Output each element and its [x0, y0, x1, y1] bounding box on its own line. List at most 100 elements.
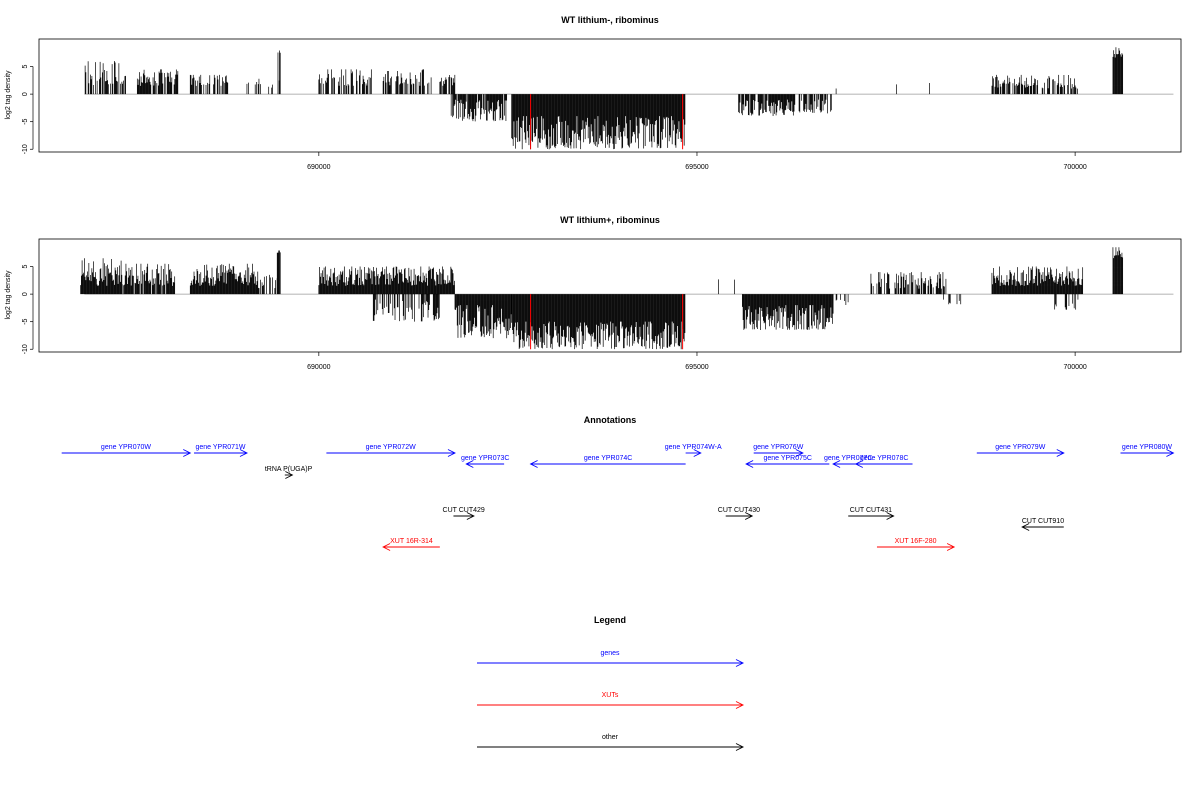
coverage-panel-lithium-minus: WT lithium-, ribominus log2 tag density … [5, 15, 1182, 171]
x-tick-label: 695000 [685, 164, 708, 171]
x-tick-label: 700000 [1063, 164, 1086, 171]
annotation-feature: gene YPR071W [194, 444, 248, 457]
feature-arrow-arrowhead [886, 512, 895, 520]
y-tick-label: -10 [22, 144, 29, 154]
y-axis: -10 -5 0 5 [22, 265, 34, 354]
feature-label: gene YPR079W [995, 444, 1045, 451]
feature-label: CUT CUT429 [443, 507, 485, 514]
x-tick-label: 690000 [307, 364, 330, 371]
annotation-feature: gene YPR072W [326, 444, 456, 457]
feature-label: CUT CUT431 [850, 507, 892, 514]
y-axis-label: log2 tag density [5, 70, 12, 120]
annotation-feature: tRNA P(UGA)P [265, 466, 313, 479]
y-tick-label: 5 [22, 265, 29, 269]
coverage-bars [84, 47, 1124, 150]
highlight-lines [530, 294, 684, 350]
legend-items: genes XUTs other [477, 650, 745, 751]
annotations-track: Annotations gene YPR070W gene YPR071W gene… [61, 415, 1175, 551]
legend-label: XUTs [602, 692, 619, 699]
feature-arrow-arrowhead [382, 543, 391, 551]
feature-arrow-arrowhead [946, 543, 956, 551]
feature-arrow-arrowhead [466, 512, 475, 520]
feature-label: gene YPR074C [584, 455, 633, 462]
feature-arrow-arrowhead [693, 449, 702, 457]
coverage-bars [80, 247, 1124, 350]
feature-arrow-arrowhead [529, 460, 538, 468]
feature-label: gene YPR074W-A [665, 444, 722, 451]
feature-arrow-arrowhead [854, 460, 863, 468]
annotation-feature: gene YPR076W [753, 444, 804, 457]
plot-frame [38, 38, 1182, 153]
panel-title: WT lithium-, ribominus [561, 15, 659, 25]
annotation-feature: gene YPR075C [745, 455, 830, 468]
annotation-feature: gene YPR080W [1120, 444, 1175, 457]
feature-arrow-arrowhead [745, 460, 754, 468]
annotation-feature: XUT 16F-280 [876, 538, 956, 551]
annotation-feature: XUT 16R-314 [382, 538, 440, 551]
coverage-bar-series [84, 47, 1124, 150]
feature-label: XUT 16R-314 [390, 538, 433, 545]
feature-label: gene YPR080W [1122, 444, 1172, 451]
feature-label: gene YPR077C [824, 455, 873, 462]
annotation-feature: CUT CUT430 [718, 507, 760, 520]
feature-label: gene YPR072W [366, 444, 416, 451]
annotations-title: Annotations [584, 415, 637, 425]
feature-label: gene YPR071W [195, 444, 245, 451]
feature-label: CUT CUT430 [718, 507, 760, 514]
annotation-feature: gene YPR073C [461, 455, 510, 468]
panel-title: WT lithium+, ribominus [560, 215, 660, 225]
legend-item-gene: genes [477, 650, 745, 667]
legend-arrow-arrowhead [735, 659, 745, 667]
feature-label: gene YPR073C [461, 455, 510, 462]
annotation-feature: gene YPR074W-A [665, 444, 722, 457]
x-tick-label: 690000 [307, 164, 330, 171]
legend-arrow-arrowhead [735, 743, 745, 751]
feature-arrow-arrowhead [1166, 449, 1175, 457]
feature-arrow-arrowhead [795, 449, 804, 457]
feature-arrow-arrowhead [183, 449, 192, 457]
annotation-feature: gene YPR079W [976, 444, 1065, 457]
x-axis: 690000 695000 700000 [307, 152, 1087, 171]
plot-frame [38, 238, 1182, 353]
y-tick-label: 5 [22, 65, 29, 69]
annotation-feature: gene YPR070W [61, 444, 192, 457]
annotation-feature: CUT CUT431 [848, 507, 895, 520]
feature-arrow-arrowhead [1056, 449, 1065, 457]
annotation-feature: CUT CUT429 [443, 507, 485, 520]
legend-label: genes [600, 650, 620, 657]
legend: Legend genes XUTs other [477, 615, 745, 751]
annotation-features: gene YPR070W gene YPR071W gene YPR072W gene… [61, 444, 1175, 551]
y-tick-label: -5 [22, 318, 29, 324]
feature-arrow-arrowhead [832, 460, 841, 468]
annotation-feature: CUT CUT910 [1021, 518, 1064, 531]
feature-label: gene YPR075C [763, 455, 812, 462]
y-axis-label: log2 tag density [5, 270, 12, 320]
y-axis: -10 -5 0 5 [22, 65, 34, 154]
feature-arrow-arrowhead [239, 449, 248, 457]
highlight-lines [530, 94, 684, 150]
feature-arrow-arrowhead [744, 512, 754, 520]
feature-label: XUT 16F-280 [895, 538, 937, 545]
y-tick-label: -5 [22, 118, 29, 124]
feature-label: gene YPR076W [753, 444, 803, 451]
feature-arrow-arrowhead [1021, 523, 1030, 531]
annotation-feature: gene YPR074C [529, 455, 686, 468]
annotation-feature: gene YPR078C [854, 455, 913, 468]
y-tick-label: -10 [22, 344, 29, 354]
x-tick-label: 695000 [685, 364, 708, 371]
feature-label: CUT CUT910 [1022, 518, 1064, 525]
x-axis: 690000 695000 700000 [307, 352, 1087, 371]
y-tick-label: 0 [22, 92, 29, 96]
legend-label: other [602, 734, 619, 741]
legend-item-xut: XUTs [477, 692, 745, 709]
legend-item-other: other [477, 734, 745, 751]
coverage-bar-series [80, 247, 1124, 350]
feature-arrow-arrowhead [285, 471, 294, 479]
feature-arrow-arrowhead [465, 460, 474, 468]
x-tick-label: 700000 [1063, 364, 1086, 371]
legend-title: Legend [594, 615, 626, 625]
coverage-panel-lithium-plus: WT lithium+, ribominus log2 tag density … [5, 215, 1182, 371]
y-tick-label: 0 [22, 292, 29, 296]
feature-label: gene YPR070W [101, 444, 151, 451]
